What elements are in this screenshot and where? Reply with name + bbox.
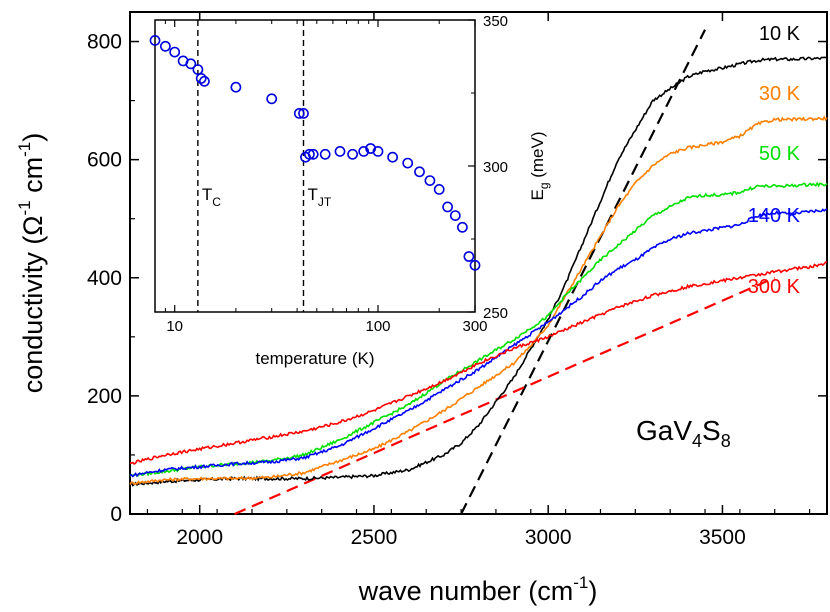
gap-point [230, 81, 242, 93]
gap-point [402, 157, 414, 169]
fit-line [460, 29, 707, 515]
gap-point [159, 40, 171, 52]
x-tick-label: 3000 [525, 526, 572, 549]
inset-x-tick-label: 100 [365, 318, 390, 335]
series-line [129, 208, 828, 478]
gap-point [424, 175, 436, 186]
gap-point [198, 75, 210, 87]
inset-y-axis-label: Eg (meV) [528, 131, 551, 200]
inset-frame [154, 19, 476, 313]
transition-label: TC [202, 185, 221, 209]
series-line [129, 115, 828, 486]
gap-point [298, 108, 309, 119]
inset-x-axis-label: temperature (K) [255, 349, 374, 368]
gap-point [414, 166, 425, 178]
series-label: 300 K [748, 276, 801, 298]
series-label: 10 K [759, 23, 801, 45]
compound-annotation: GaV4S8 [636, 415, 731, 451]
main-axis-ticks: 2000 2500 3000 3500 0 200 400 600 800 [87, 12, 827, 549]
y-tick-label: 800 [87, 31, 122, 54]
inset-x-tick-label: 10 [166, 318, 183, 335]
spectra-series [129, 56, 828, 487]
series-label: 30 K [759, 83, 801, 105]
y-tick-label: 200 [87, 385, 122, 408]
gap-point [358, 145, 370, 157]
gap-point [456, 221, 468, 233]
gap-point [319, 148, 331, 160]
x-tick-label: 3500 [699, 526, 746, 549]
gap-point [433, 183, 445, 195]
gap-point [266, 93, 278, 105]
gap-point [293, 108, 305, 119]
gap-point [149, 35, 161, 46]
gap-point [307, 148, 319, 160]
gap-point [185, 58, 197, 70]
series-labels: 10 K 30 K 50 K 140 K 300 K [748, 23, 801, 298]
gap-point [387, 151, 398, 163]
inset-y-tick-label: 350 [483, 13, 508, 30]
gap-point [372, 145, 384, 157]
inset-y-tick-label: 250 [483, 305, 508, 322]
x-tick-label: 2000 [176, 526, 223, 549]
inset-x-tick-label: 300 [462, 318, 487, 335]
y-tick-label: 0 [110, 503, 122, 526]
gap-point [334, 145, 346, 157]
gap-point [195, 73, 207, 84]
series-label: 50 K [759, 143, 801, 165]
y-tick-label: 600 [87, 149, 122, 172]
main-plot-frame [129, 11, 828, 515]
gap-point [303, 148, 315, 160]
gap-point [449, 210, 461, 221]
series-line [129, 261, 828, 466]
y-axis-label: conductivity (Ω-1 cm-1) [15, 133, 48, 394]
gap-point [442, 201, 453, 213]
series-label: 140 K [748, 205, 801, 227]
transition-label: TJT [307, 185, 331, 209]
gap-point [347, 148, 358, 160]
x-tick-label: 2500 [351, 526, 398, 549]
gap-point [169, 46, 181, 58]
fit-lines [234, 29, 776, 516]
fit-line [234, 276, 776, 516]
gap-point [469, 259, 481, 271]
x-axis-label: wave number (cm-1) [358, 573, 598, 606]
inset-y-tick-label: 300 [483, 159, 508, 176]
gap-points [149, 35, 481, 271]
gap-point [463, 251, 475, 262]
y-tick-label: 400 [87, 267, 122, 290]
transition-lines: TC TJT [197, 20, 332, 312]
